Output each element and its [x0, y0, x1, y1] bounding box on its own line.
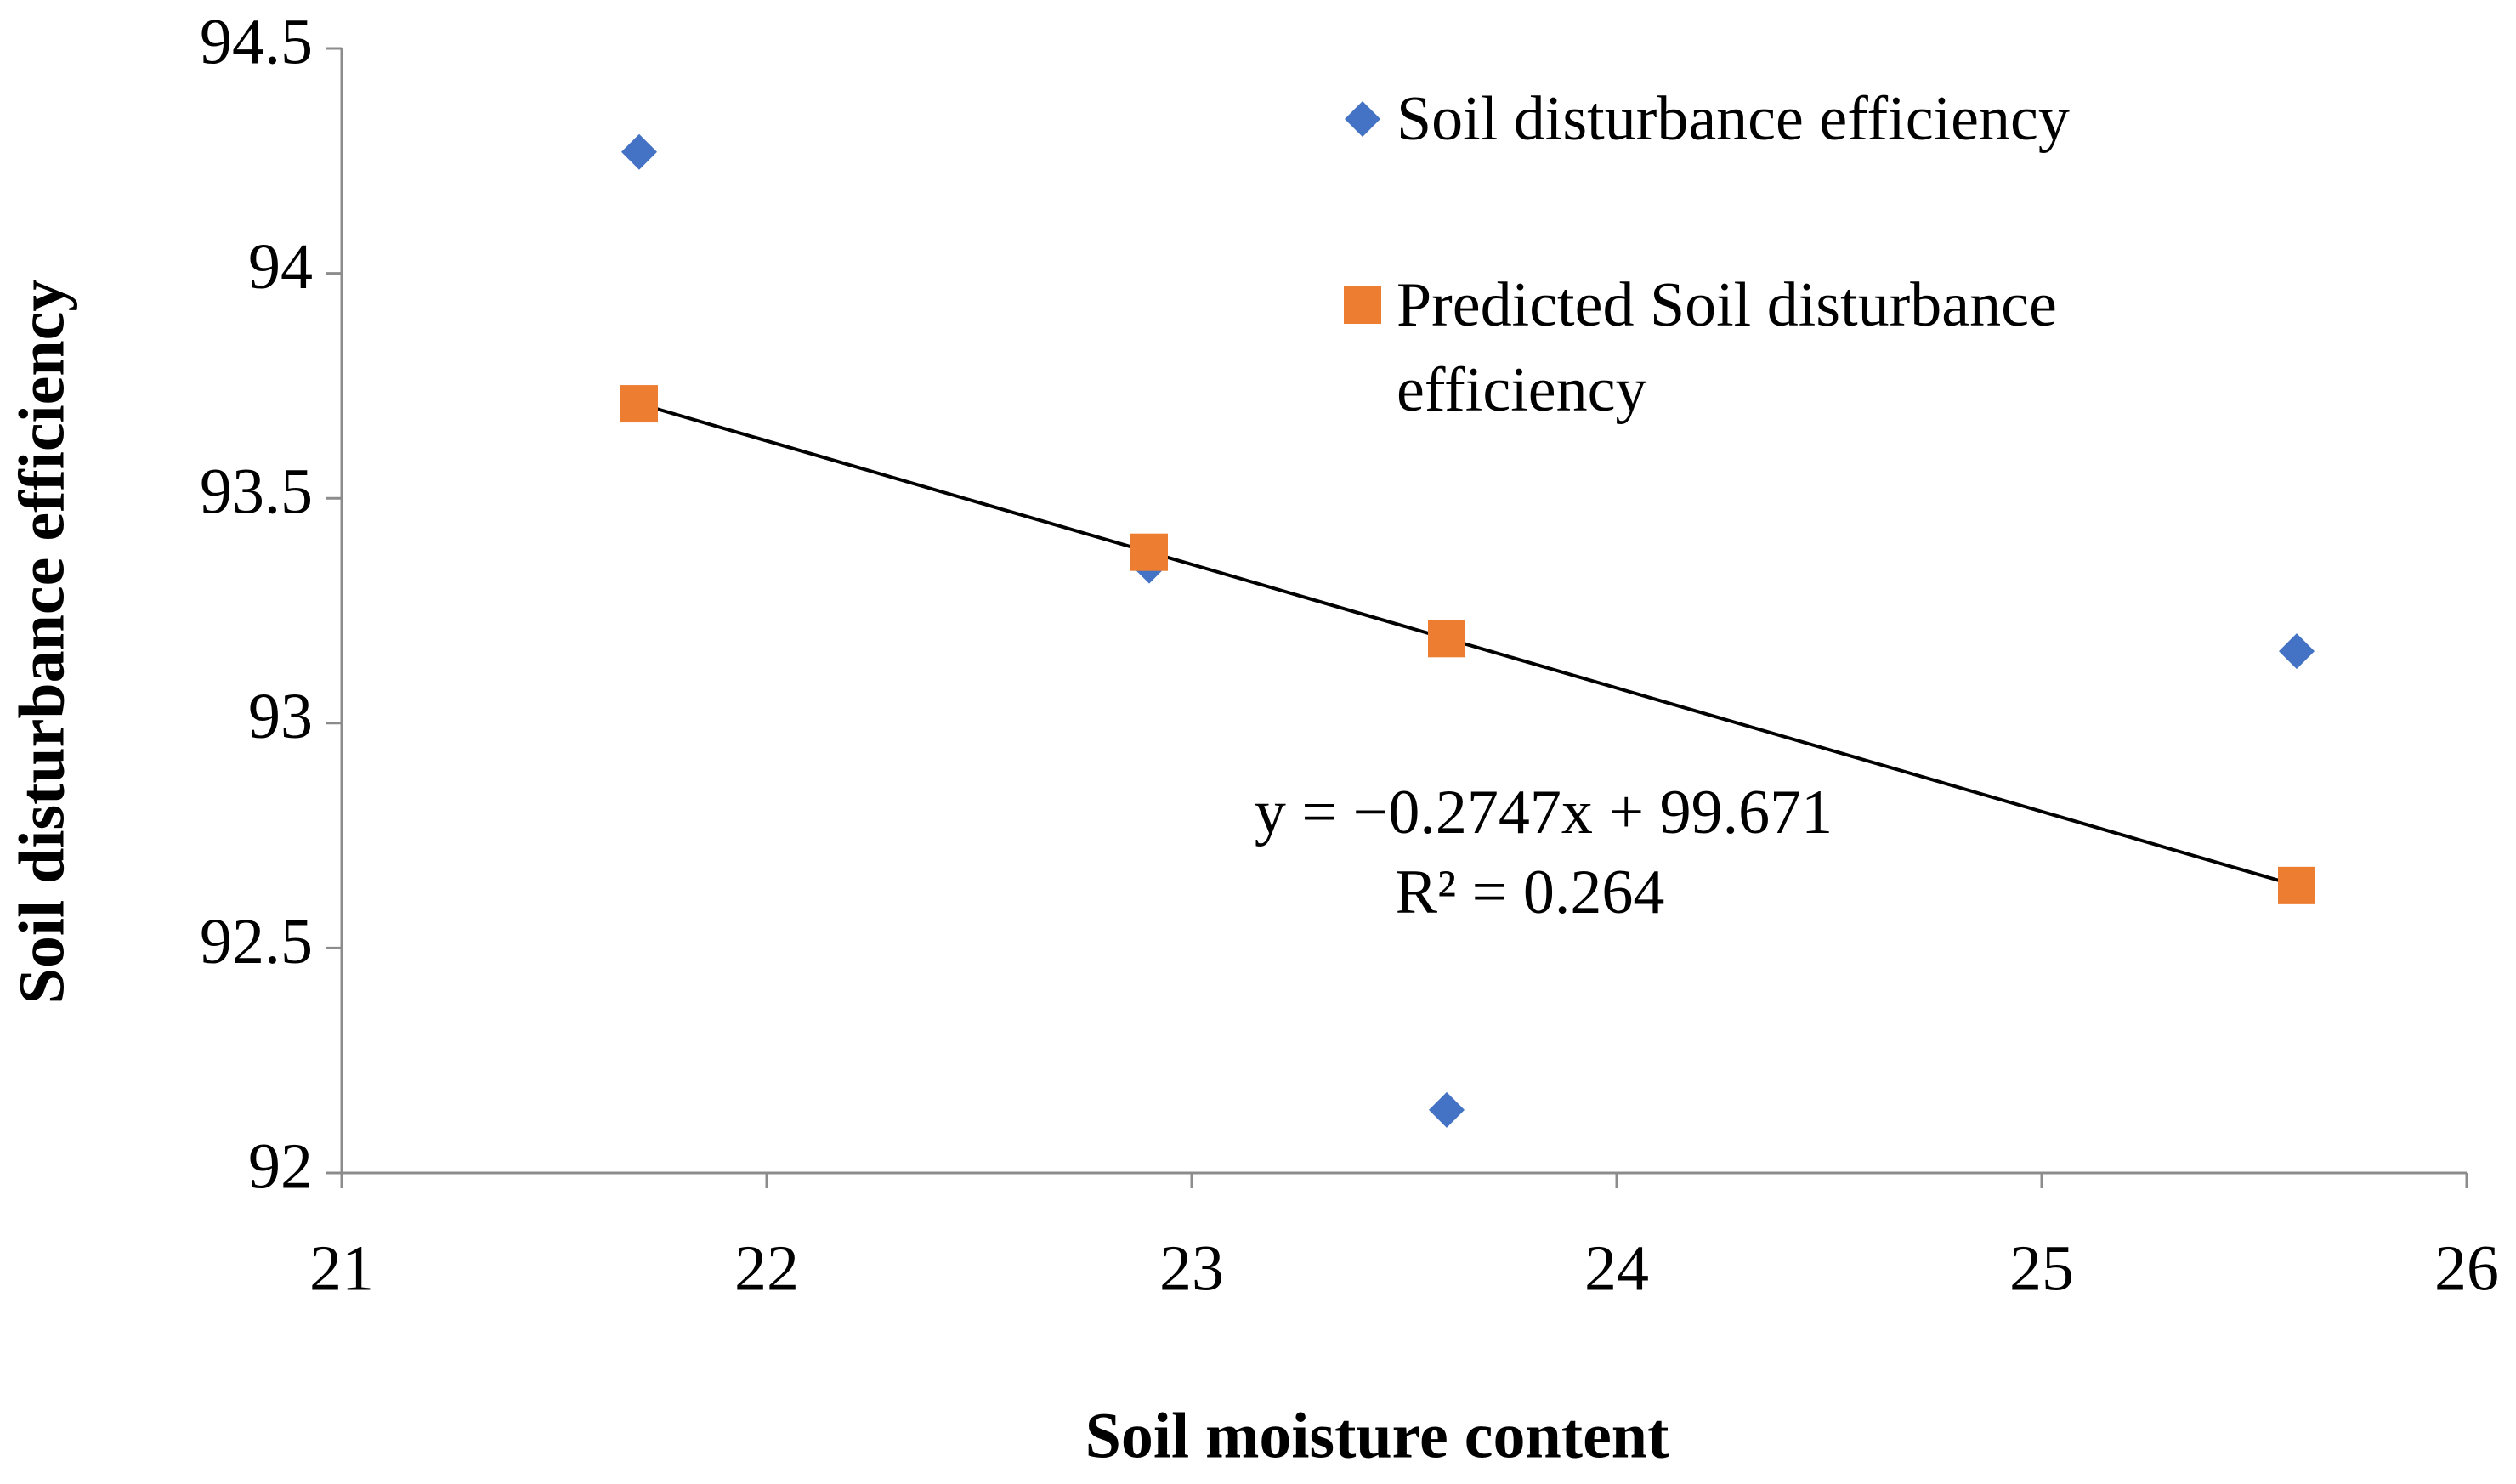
y-tick-label: 93 — [248, 681, 313, 752]
x-tick-label: 24 — [1584, 1232, 1649, 1304]
y-tick-label: 94 — [248, 231, 313, 303]
data-point — [1429, 1091, 1465, 1128]
trendline — [638, 402, 2298, 887]
x-axis-title: Soil moisture content — [1085, 1400, 1669, 1471]
legend-marker — [1344, 286, 1381, 324]
data-point — [2278, 866, 2315, 904]
data-point — [1130, 533, 1168, 571]
legend-marker — [1345, 101, 1380, 137]
y-tick-label: 94.5 — [200, 6, 313, 77]
data-point — [1428, 620, 1465, 658]
y-tick-label: 92 — [248, 1130, 313, 1202]
trendline-equation: y = −0.2747x + 99.671 — [1255, 778, 1833, 847]
legend-label: Predicted Soil disturbance efficiency — [1397, 270, 2057, 425]
x-tick-label: 21 — [309, 1232, 374, 1304]
x-tick-label: 25 — [2009, 1232, 2074, 1304]
data-point — [621, 133, 657, 170]
y-axis-title: Soil disturbance efficiency — [6, 280, 77, 1005]
y-tick-label: 93.5 — [200, 456, 313, 528]
legend-label: Soil disturbance efficiency — [1397, 84, 2070, 154]
x-tick-label: 23 — [1159, 1232, 1224, 1304]
x-tick-label: 26 — [2434, 1232, 2499, 1304]
x-tick-label: 22 — [734, 1232, 799, 1304]
data-point — [2279, 633, 2315, 670]
data-point — [620, 385, 658, 423]
trendline-r2: R² = 0.264 — [1396, 858, 1665, 927]
y-tick-label: 92.5 — [200, 906, 313, 977]
